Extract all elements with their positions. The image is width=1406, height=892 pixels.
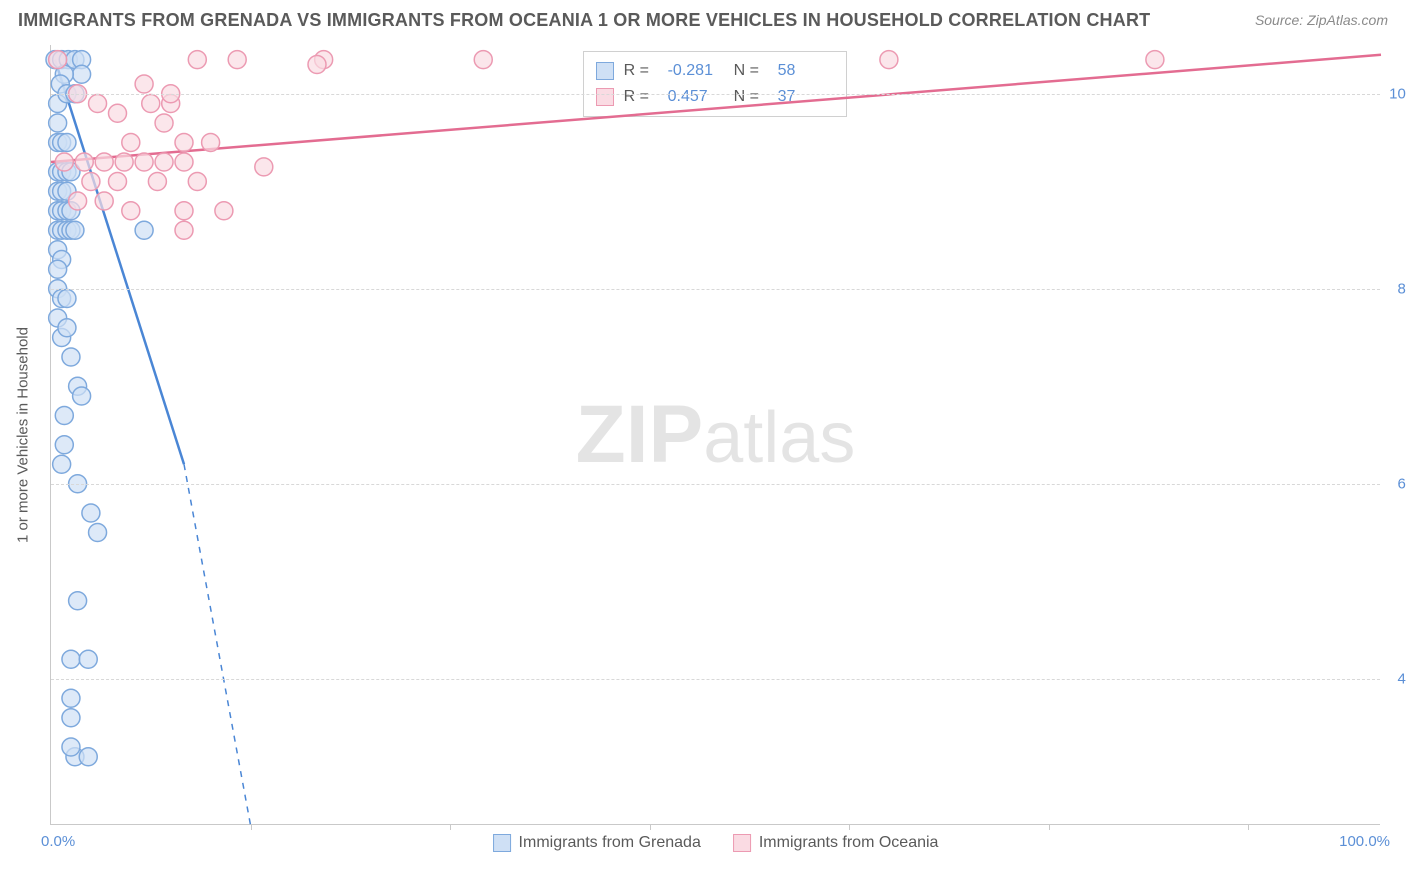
y-tick-label: 40.0%	[1385, 670, 1406, 687]
data-point	[82, 173, 100, 191]
series-legend: Immigrants from Grenada Immigrants from O…	[493, 834, 939, 852]
x-minor-tick	[1248, 824, 1249, 830]
data-point	[73, 65, 91, 83]
data-point	[95, 153, 113, 171]
data-point	[69, 592, 87, 610]
legend-swatch	[733, 834, 751, 852]
data-point	[49, 114, 67, 132]
chart-title: IMMIGRANTS FROM GRENADA VS IMMIGRANTS FR…	[18, 10, 1150, 31]
data-point	[69, 192, 87, 210]
data-point	[55, 407, 73, 425]
gridline	[51, 484, 1380, 485]
data-point	[73, 387, 91, 405]
data-point	[148, 173, 166, 191]
data-point	[109, 173, 127, 191]
data-point	[62, 709, 80, 727]
data-point	[175, 153, 193, 171]
data-point	[135, 75, 153, 93]
trend-line-extrapolated	[184, 464, 251, 825]
data-point	[880, 51, 898, 69]
data-point	[135, 153, 153, 171]
legend-label: Immigrants from Oceania	[759, 834, 939, 852]
gridline	[51, 679, 1380, 680]
data-point	[62, 738, 80, 756]
data-point	[109, 104, 127, 122]
data-point	[155, 153, 173, 171]
data-point	[58, 290, 76, 308]
data-point	[255, 158, 273, 176]
data-point	[49, 51, 67, 69]
data-point	[62, 689, 80, 707]
data-point	[122, 134, 140, 152]
data-point	[95, 192, 113, 210]
gridline	[51, 289, 1380, 290]
x-minor-tick	[650, 824, 651, 830]
data-point	[53, 455, 71, 473]
legend-swatch	[493, 834, 511, 852]
source-label: Source: ZipAtlas.com	[1255, 12, 1388, 28]
x-tick-max: 100.0%	[1339, 833, 1390, 850]
data-point	[215, 202, 233, 220]
data-point	[55, 153, 73, 171]
data-point	[155, 114, 173, 132]
data-point	[474, 51, 492, 69]
data-point	[82, 504, 100, 522]
data-point	[79, 748, 97, 766]
data-point	[188, 51, 206, 69]
data-point	[62, 348, 80, 366]
y-tick-label: 100.0%	[1385, 85, 1406, 102]
data-point	[79, 650, 97, 668]
data-point	[75, 153, 93, 171]
data-point	[175, 202, 193, 220]
legend-item: Immigrants from Grenada	[493, 834, 701, 852]
data-point	[202, 134, 220, 152]
legend-item: Immigrants from Oceania	[733, 834, 939, 852]
data-point	[135, 221, 153, 239]
data-point	[175, 134, 193, 152]
gridline	[51, 94, 1380, 95]
chart-svg	[51, 45, 1380, 824]
x-minor-tick	[849, 824, 850, 830]
plot-area: 1 or more Vehicles in Household ZIPatlas…	[50, 45, 1380, 825]
data-point	[49, 260, 67, 278]
header: IMMIGRANTS FROM GRENADA VS IMMIGRANTS FR…	[0, 0, 1406, 40]
y-tick-label: 60.0%	[1385, 475, 1406, 492]
y-tick-label: 80.0%	[1385, 280, 1406, 297]
legend-label: Immigrants from Grenada	[519, 834, 701, 852]
data-point	[228, 51, 246, 69]
data-point	[142, 95, 160, 113]
data-point	[62, 650, 80, 668]
data-point	[175, 221, 193, 239]
x-minor-tick	[251, 824, 252, 830]
data-point	[188, 173, 206, 191]
data-point	[66, 221, 84, 239]
trend-line	[51, 55, 1381, 162]
data-point	[89, 95, 107, 113]
data-point	[89, 524, 107, 542]
data-point	[55, 436, 73, 454]
data-point	[58, 134, 76, 152]
data-point	[58, 319, 76, 337]
y-axis-title: 1 or more Vehicles in Household	[15, 327, 32, 543]
data-point	[308, 56, 326, 74]
data-point	[1146, 51, 1164, 69]
x-tick-min: 0.0%	[41, 833, 75, 850]
x-minor-tick	[450, 824, 451, 830]
x-minor-tick	[1049, 824, 1050, 830]
data-point	[122, 202, 140, 220]
data-point	[115, 153, 133, 171]
